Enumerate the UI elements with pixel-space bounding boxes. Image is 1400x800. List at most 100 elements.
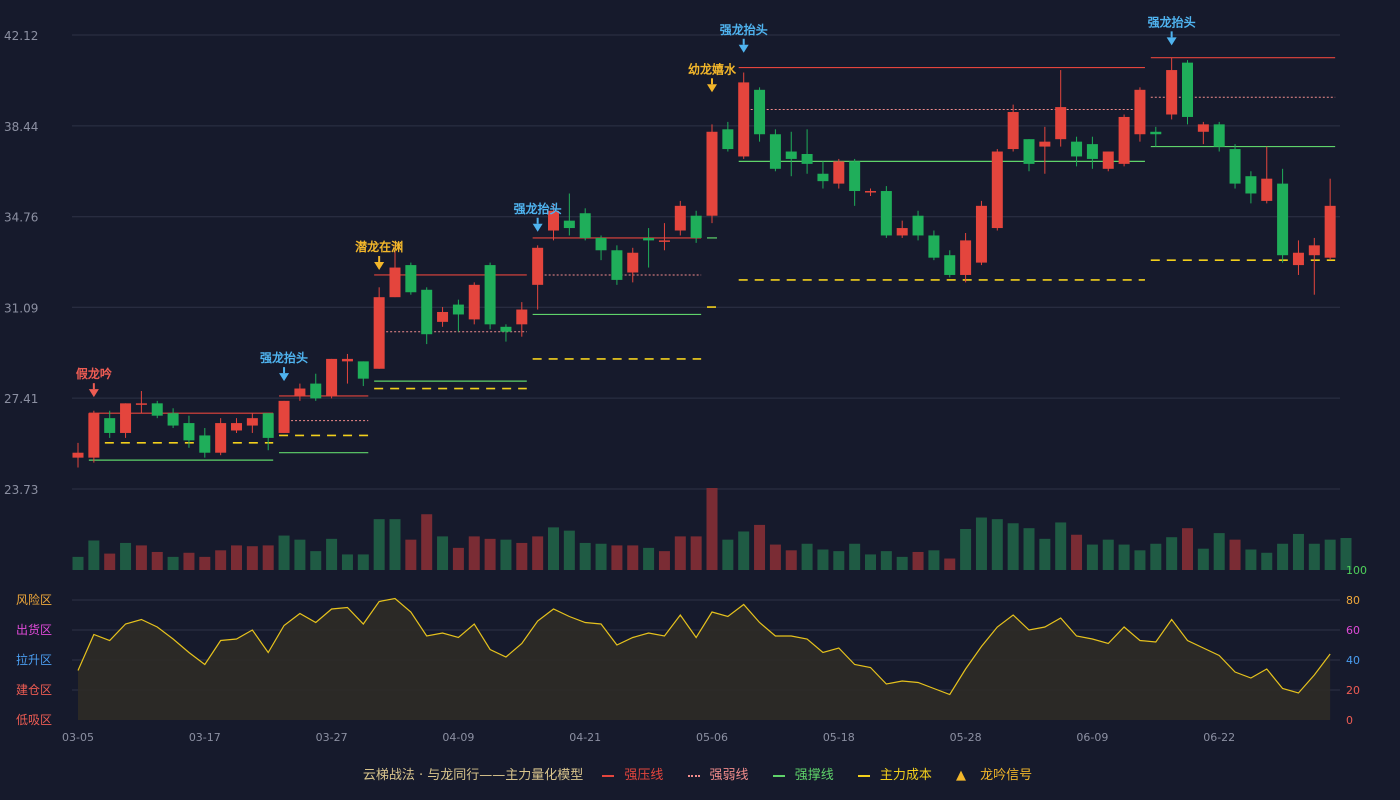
- volume-bar: [246, 546, 258, 570]
- candle-body: [341, 358, 353, 362]
- candle-body: [991, 151, 1003, 229]
- candle-body: [183, 423, 195, 441]
- volume-bar: [896, 556, 908, 570]
- candle-body: [532, 247, 544, 285]
- volume-bar: [548, 527, 559, 570]
- price-tick-label: 34.76: [4, 211, 38, 225]
- volume-bar: [1039, 538, 1051, 570]
- volume-bar: [215, 550, 227, 570]
- legend-weak-label: 强弱线: [709, 768, 749, 783]
- candle-body: [722, 129, 734, 150]
- signal-label: 幼龙嬉水: [688, 61, 737, 76]
- candle-body: [865, 191, 876, 193]
- volume-bar: [1023, 528, 1035, 570]
- candle-body: [896, 228, 908, 236]
- osc-zone-label: 拉升区: [16, 652, 52, 667]
- candle-body: [706, 131, 718, 216]
- volume-bar: [421, 514, 433, 570]
- candle-body: [500, 326, 512, 332]
- volume-bar: [690, 536, 702, 570]
- volume-bar: [579, 542, 591, 570]
- volume-bar: [516, 542, 528, 570]
- candle-body: [215, 423, 227, 453]
- price-tick-label: 31.09: [4, 301, 38, 315]
- candle-body: [595, 237, 607, 251]
- osc-tick-label: 40: [1346, 654, 1360, 667]
- legend-dragon-signal[interactable]: ▲ 龙吟信号: [951, 764, 1037, 783]
- price-tick-label: 42.12: [4, 29, 38, 43]
- volume-bar: [72, 556, 84, 570]
- date-tick-label: 06-09: [1076, 731, 1108, 744]
- candle-body: [278, 400, 290, 433]
- candle-body: [468, 284, 480, 320]
- candle-body: [1086, 144, 1098, 159]
- volume-bar: [1086, 544, 1098, 570]
- volume-bar: [801, 543, 813, 570]
- volume-bar: [135, 545, 147, 570]
- candle-body: [1292, 252, 1304, 266]
- legend-strong-weak[interactable]: 强弱线: [683, 764, 754, 783]
- candle-body: [1134, 89, 1146, 135]
- candle-body: [801, 153, 813, 164]
- volume-bar: [1261, 552, 1273, 570]
- legend-main-cost[interactable]: 主力成本: [853, 764, 937, 783]
- candle-body: [72, 452, 84, 458]
- signal-label: 强龙抬头: [260, 350, 308, 365]
- signal-label: 强龙抬头: [1148, 14, 1196, 29]
- candle-body: [785, 151, 797, 159]
- volume-bar: [1118, 544, 1130, 570]
- osc-tick-label: 20: [1346, 684, 1360, 697]
- volume-bar: [1277, 543, 1289, 570]
- signal-label: 强龙抬头: [514, 201, 562, 216]
- candle-body: [643, 237, 655, 241]
- volume-bar: [849, 543, 861, 570]
- volume-bar: [310, 551, 322, 570]
- candle-body: [849, 161, 861, 192]
- volume-bar: [960, 529, 972, 570]
- candle-body: [674, 205, 686, 231]
- candle-body: [627, 252, 639, 273]
- candle-body: [1213, 124, 1225, 147]
- volume-bar: [880, 551, 892, 570]
- candle-body: [1197, 124, 1209, 132]
- signal-arrow-icon: [738, 44, 749, 53]
- price-tick-label: 23.73: [4, 483, 38, 497]
- signal-label: 潜龙在渊: [355, 239, 403, 254]
- volume-bar: [389, 519, 401, 570]
- candle-body: [1308, 245, 1320, 256]
- candle-body: [326, 358, 338, 396]
- candle-body: [944, 255, 956, 275]
- chart-legend: 云梯战法 · 与龙同行——主力量化模型 强压线 强弱线 强撑线 主力成本 ▲ 龙…: [0, 764, 1400, 783]
- volume-bar: [357, 554, 369, 570]
- signal-arrow-icon: [374, 262, 385, 271]
- volume-bar: [88, 540, 100, 570]
- candle-body: [199, 435, 211, 453]
- candle-body: [1324, 205, 1336, 258]
- volume-bar: [262, 545, 274, 570]
- signal-triangle-icon: ▲: [956, 768, 966, 783]
- price-tick-label: 38.44: [4, 120, 38, 134]
- legend-strong-press[interactable]: 强压线: [597, 764, 668, 783]
- legend-cost-swatch: [857, 774, 870, 777]
- volume-bar: [738, 531, 750, 570]
- volume-bar: [405, 539, 417, 570]
- candle-body: [611, 250, 623, 280]
- osc-tick-label: 100: [1346, 564, 1367, 577]
- date-tick-label: 03-27: [316, 731, 348, 744]
- volume-bar: [468, 536, 480, 570]
- candle-body: [1007, 112, 1019, 150]
- legend-cost-label: 主力成本: [879, 768, 932, 783]
- signal-arrow-icon: [532, 223, 543, 232]
- candle-body: [516, 309, 528, 325]
- legend-strong-support[interactable]: 强撑线: [768, 764, 839, 783]
- candle-body: [690, 215, 702, 238]
- candle-body: [579, 213, 591, 238]
- candle-body: [960, 240, 972, 275]
- candle-body: [1023, 139, 1035, 164]
- candle-body: [1071, 141, 1083, 157]
- volume-bar: [1197, 548, 1209, 570]
- candle-body: [88, 413, 100, 458]
- candle-body: [120, 403, 132, 433]
- volume-bar: [674, 536, 686, 570]
